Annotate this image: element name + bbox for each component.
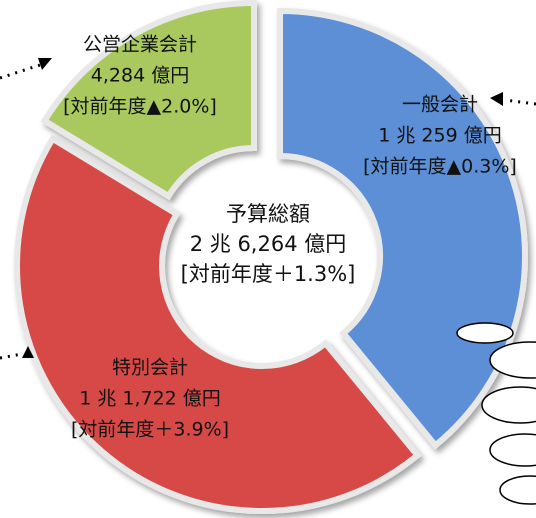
center-title: 予算総額 [226, 202, 310, 226]
slice-change: [対前年度▲0.3%] [363, 156, 517, 178]
slice-change: [対前年度▲2.0%] [63, 96, 217, 118]
center-label: 予算総額 2 兆 6,264 億円 [対前年度＋1.3%] [181, 202, 356, 286]
slice-value-label: 1 兆 1,722 億円 [79, 388, 221, 410]
slice-value-label: 1 兆 259 億円 [378, 125, 501, 147]
slice-value-label: 4,284 億円 [91, 65, 189, 87]
slice-name: 特別会計 [112, 357, 188, 379]
chart: 一般会計 1 兆 259 億円 [対前年度▲0.3%] 特別会計 1 兆 1,722 億… [0, 0, 536, 518]
slice-name: 公営企業会計 [83, 34, 197, 56]
slice-name: 一般会計 [402, 94, 478, 116]
slice-change: [対前年度＋3.9%] [71, 419, 229, 441]
center-total: 2 兆 6,264 億円 [190, 232, 347, 256]
center-change: [対前年度＋1.3%] [181, 262, 356, 286]
